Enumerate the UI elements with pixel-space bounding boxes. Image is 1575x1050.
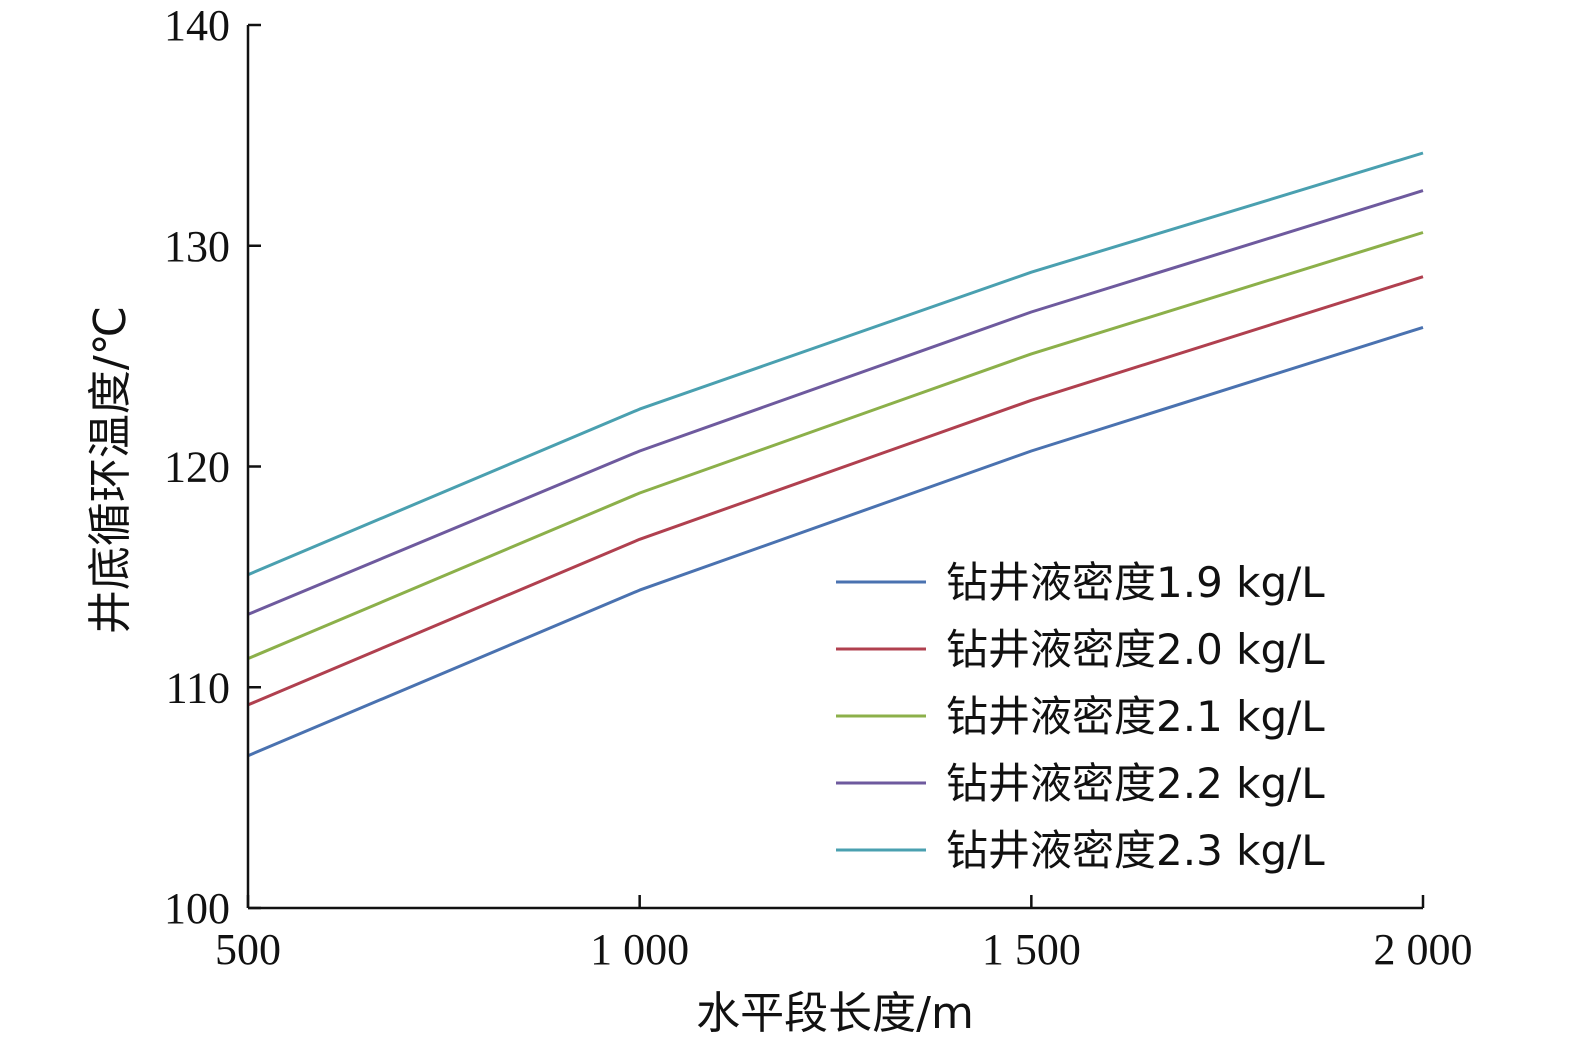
legend-label-1: 钻井液密度1.9 kg/L [946,558,1325,607]
x-axis-title: 水平段长度/m [696,988,974,1039]
legend: 钻井液密度1.9 kg/L 钻井液密度2.0 kg/L 钻井液密度2.1 kg/L 钻… [836,558,1325,875]
y-axis-title: 井底循环温度/℃ [85,306,136,634]
x-tick-label: 2 000 [1374,925,1473,974]
legend-label-3: 钻井液密度2.1 kg/L [946,692,1325,741]
y-tick-label: 110 [166,663,230,712]
legend-label-5: 钻井液密度2.3 kg/L [946,826,1325,875]
y-tick-label: 100 [164,884,230,933]
y-tick-label: 120 [164,443,230,492]
y-tick-label: 140 [164,1,230,50]
series-line-1 [247,325,1424,758]
series-line-3 [247,231,1424,660]
legend-label-2: 钻井液密度2.0 kg/L [946,625,1325,674]
y-tick-label: 130 [164,222,230,271]
series-line-4 [247,189,1424,616]
legend-label-4: 钻井液密度2.2 kg/L [946,759,1325,808]
x-tick-label: 1 500 [982,925,1081,974]
x-tick-label: 500 [215,925,281,974]
series-line-5 [247,151,1424,577]
series-line-2 [247,275,1424,707]
ticks-layer: 100 110 120 130 140 500 1 000 1 500 2 000 [164,1,1473,974]
x-tick-label: 1 000 [590,925,689,974]
series-layer [247,151,1424,758]
